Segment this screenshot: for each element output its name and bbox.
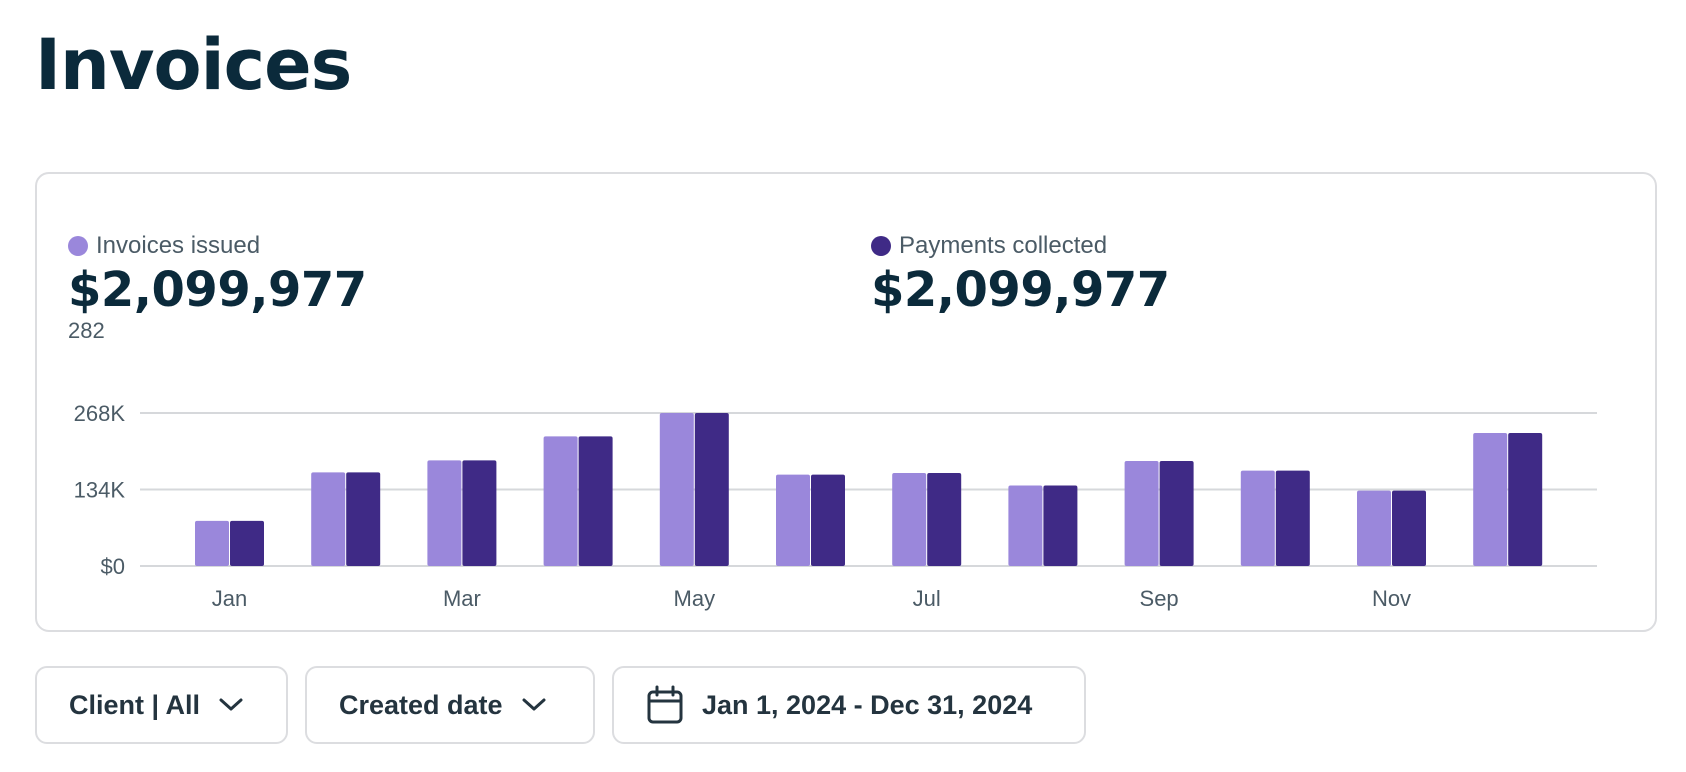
bar-issued-nov[interactable] [1357, 490, 1391, 566]
bar-issued-aug[interactable] [1008, 485, 1043, 566]
bar-collected-may[interactable] [694, 413, 729, 566]
bar-issued-mar[interactable] [427, 460, 462, 566]
bar-issued-may[interactable] [659, 413, 694, 566]
invoices-issued-dot-icon [68, 236, 88, 256]
chevron-down-icon [521, 697, 547, 713]
bar-issued-oct[interactable] [1240, 470, 1275, 566]
bar-collected-sep[interactable] [1159, 460, 1194, 566]
calendar-icon [646, 685, 684, 725]
bar-collected-aug[interactable] [1043, 485, 1078, 566]
bar-issued-sep[interactable] [1124, 460, 1159, 566]
bar-collected-jan[interactable] [230, 520, 264, 566]
filter-bar: Client | All Created date Jan 1, 2024 - … [35, 666, 1086, 744]
invoice-count: 282 [68, 318, 105, 343]
bar-issued-apr[interactable] [543, 436, 578, 566]
x-tick-label: Nov [1372, 586, 1411, 611]
metric-label: Invoices issued [96, 232, 261, 259]
bar-collected-jun[interactable] [811, 474, 845, 566]
date-range-label: Jan 1, 2024 - Dec 31, 2024 [702, 689, 1033, 720]
metric-invoices-issued: Invoices issued $2,099,977 282 [68, 232, 367, 344]
bar-collected-oct[interactable] [1275, 470, 1310, 566]
metric-label: Payments collected [899, 232, 1108, 259]
x-tick-label: Mar [443, 586, 481, 611]
client-filter-button[interactable]: Client | All [35, 666, 288, 744]
y-tick-label: $0 [101, 554, 125, 579]
bar-issued-jun[interactable] [776, 474, 810, 566]
bar-issued-feb[interactable] [311, 472, 346, 566]
y-tick-label: 268K [74, 401, 126, 426]
x-tick-label: Sep [1140, 586, 1179, 611]
bar-collected-feb[interactable] [346, 472, 381, 566]
bar-issued-jul[interactable] [892, 472, 927, 566]
created-date-label: Created date [339, 689, 503, 720]
x-tick-label: Jan [212, 586, 247, 611]
bar-collected-jul[interactable] [927, 472, 962, 566]
x-tick-label: May [674, 586, 716, 611]
chevron-down-icon [218, 697, 244, 713]
summary-card: Invoices issued $2,099,977 282 Payments … [35, 172, 1657, 632]
metric-value: $2,099,977 [68, 262, 367, 318]
bar-collected-nov[interactable] [1392, 490, 1426, 566]
bar-issued-dec[interactable] [1473, 432, 1508, 566]
bar-collected-mar[interactable] [462, 460, 497, 566]
payments-collected-dot-icon [871, 236, 891, 256]
client-filter-label: Client | All [69, 689, 201, 720]
bar-issued-jan[interactable] [195, 520, 229, 566]
bar-chart: $0 134K 268K Jan Mar May Jul Sep Nov [74, 401, 1597, 611]
metric-payments-collected: Payments collected $2,099,977 [871, 232, 1170, 318]
y-tick-label: 134K [74, 478, 126, 503]
x-tick-label: Jul [913, 586, 941, 611]
metric-value: $2,099,977 [871, 262, 1170, 318]
bar-collected-dec[interactable] [1508, 432, 1543, 566]
date-range-picker[interactable]: Jan 1, 2024 - Dec 31, 2024 [612, 666, 1086, 744]
created-date-filter-button[interactable]: Created date [305, 666, 595, 744]
bar-collected-apr[interactable] [578, 436, 613, 566]
page-title: Invoices [35, 24, 352, 106]
